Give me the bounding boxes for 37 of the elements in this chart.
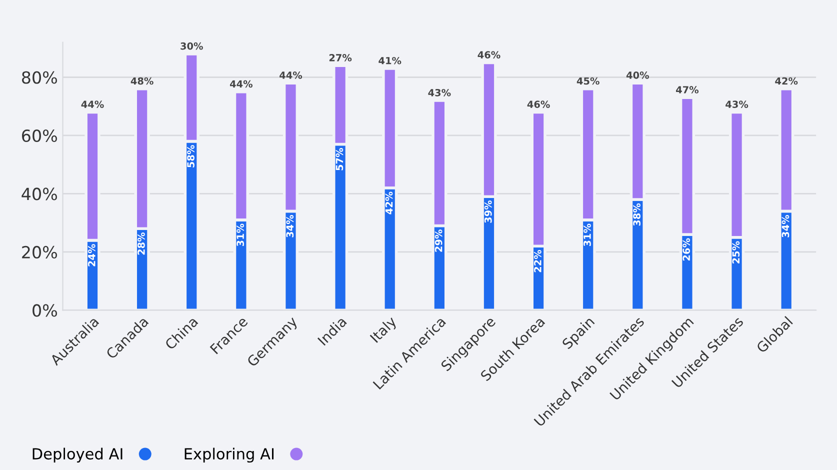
legend-label: Deployed AI <box>32 448 122 463</box>
legend-label: Exploring AI <box>184 448 274 463</box>
data-label: 44% <box>280 72 302 79</box>
y-tick-label: 40% <box>22 188 57 200</box>
data-label: 41% <box>378 56 402 64</box>
data-label: 26% <box>682 238 690 260</box>
data-label: 28% <box>138 232 145 255</box>
data-label: 44% <box>81 100 104 108</box>
data-label: 30% <box>180 42 203 50</box>
data-label: 44% <box>230 80 253 88</box>
data-label: 57% <box>336 148 344 170</box>
y-tick-label: 80% <box>22 71 57 84</box>
data-label: 46% <box>478 51 500 58</box>
data-label: 43% <box>726 100 748 108</box>
data-label: 40% <box>626 72 649 79</box>
data-label: 45% <box>576 77 600 85</box>
y-tick-label: 0% <box>32 304 57 317</box>
data-label: 31% <box>236 224 244 246</box>
data-label: 29% <box>434 230 442 252</box>
data-label: 31% <box>584 224 591 246</box>
y-tick-label: 20% <box>22 246 57 259</box>
data-label: 22% <box>534 250 542 272</box>
data-label: 25% <box>732 241 740 264</box>
data-label: 48% <box>130 77 154 85</box>
data-label: 42% <box>775 77 798 85</box>
data-label: 24% <box>88 244 96 266</box>
data-label: 42% <box>385 192 393 214</box>
data-label: 43% <box>428 88 451 96</box>
data-label: 58% <box>187 145 194 168</box>
data-label: 39% <box>484 200 492 223</box>
data-label: 47% <box>676 86 699 94</box>
data-label: 34% <box>286 214 294 238</box>
data-label: 46% <box>527 100 550 108</box>
data-label: 38% <box>633 203 640 226</box>
data-label: 34% <box>782 214 790 238</box>
y-tick-label: 60% <box>22 129 57 142</box>
data-label: 27% <box>329 54 352 62</box>
